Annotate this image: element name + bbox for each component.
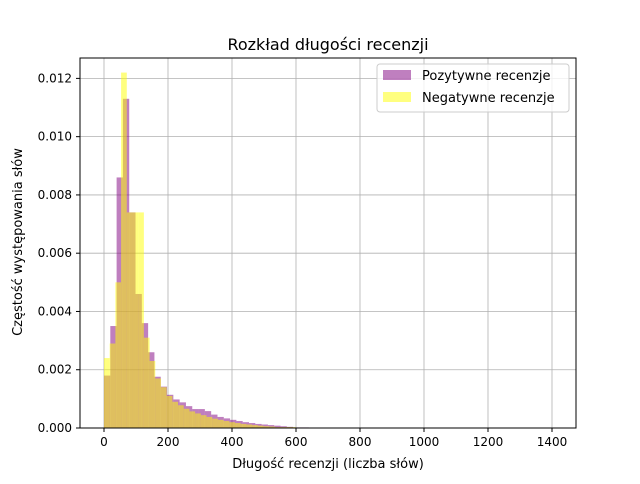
x-tick-label: 200 bbox=[157, 435, 180, 449]
x-tick-label: 0 bbox=[100, 435, 108, 449]
histogram-bar bbox=[207, 417, 213, 428]
legend-swatch-negative bbox=[383, 92, 411, 102]
x-axis-label: Długość recenzji (liczba słów) bbox=[232, 457, 424, 472]
histogram-bar bbox=[241, 424, 247, 428]
y-tick-label: 0.004 bbox=[38, 304, 72, 318]
histogram-bar bbox=[121, 73, 127, 428]
x-tick-label: 800 bbox=[349, 435, 372, 449]
histogram-bar bbox=[110, 344, 116, 428]
histogram-bar bbox=[150, 361, 156, 428]
histogram-bar bbox=[138, 212, 144, 428]
histogram-bar bbox=[167, 396, 173, 428]
x-tick-label: 400 bbox=[221, 435, 244, 449]
y-axis-label: Częstość występowania słów bbox=[11, 148, 26, 336]
x-tick-label: 1200 bbox=[473, 435, 504, 449]
legend-swatch-positive bbox=[383, 70, 411, 80]
histogram-bar bbox=[127, 212, 133, 428]
histogram-bar bbox=[161, 387, 167, 428]
histogram-bar bbox=[201, 415, 207, 428]
histogram-bar bbox=[172, 402, 178, 428]
y-tick-label: 0.002 bbox=[38, 363, 72, 377]
histogram-bar bbox=[189, 411, 195, 428]
legend-label-negative: Negatywne recenzje bbox=[422, 91, 555, 106]
x-tick-label: 1000 bbox=[409, 435, 440, 449]
histogram-bar bbox=[132, 212, 138, 428]
legend: Pozytywne recenzje Negatywne recenzje bbox=[377, 64, 569, 112]
histogram-bar bbox=[246, 425, 252, 428]
x-tick-label: 600 bbox=[285, 435, 308, 449]
y-tick-label: 0.010 bbox=[38, 130, 72, 144]
y-tick-label: 0.000 bbox=[38, 421, 72, 435]
histogram-bar bbox=[115, 282, 121, 428]
chart-title: Rozkład długości recenzji bbox=[227, 35, 428, 54]
histogram-bar bbox=[235, 423, 241, 428]
histogram-bar bbox=[178, 405, 184, 428]
x-tick-label: 1400 bbox=[537, 435, 568, 449]
histogram-bar bbox=[218, 420, 224, 428]
histogram-bar bbox=[144, 338, 150, 428]
y-tick-label: 0.012 bbox=[38, 71, 72, 85]
histogram-bar bbox=[184, 409, 190, 428]
y-tick-label: 0.008 bbox=[38, 188, 72, 202]
histogram-bar bbox=[104, 358, 110, 428]
histogram-bar bbox=[195, 413, 201, 428]
histogram-bar bbox=[212, 419, 218, 428]
histogram-bar bbox=[155, 378, 161, 428]
histogram-bar bbox=[229, 422, 235, 428]
legend-label-positive: Pozytywne recenzje bbox=[422, 69, 551, 84]
histogram-bar bbox=[224, 421, 230, 428]
y-tick-label: 0.006 bbox=[38, 246, 72, 260]
